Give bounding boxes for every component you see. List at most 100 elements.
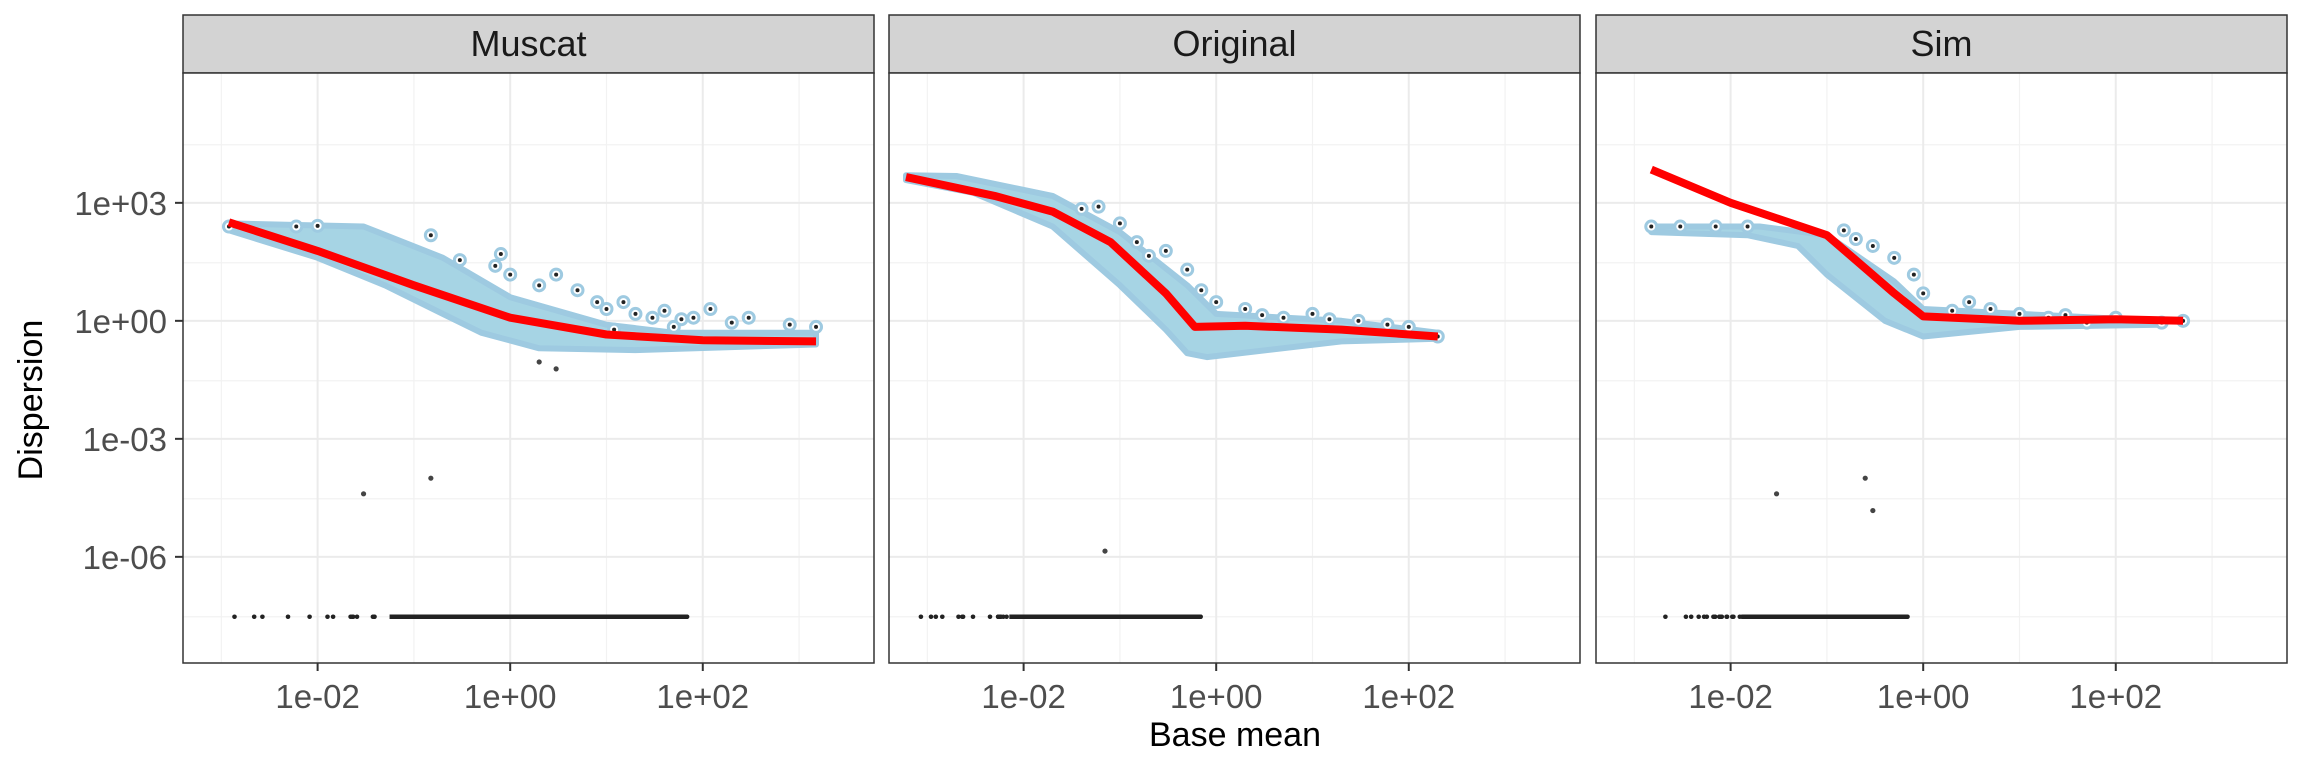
raw-point (1102, 548, 1108, 554)
raw-point (260, 614, 265, 620)
raw-point (1773, 491, 1780, 497)
outlier-point (1644, 219, 1659, 234)
outlier-point (1091, 199, 1106, 214)
raw-point (940, 614, 945, 620)
outlier-point (1238, 302, 1253, 316)
y-tick-label: 1e-06 (83, 539, 167, 576)
fitted-point-cloud (903, 172, 1441, 361)
dispersion-trend-line (1649, 165, 2184, 325)
zero-dispersion-points (1663, 614, 1910, 620)
x-tick-label: 1e+00 (464, 678, 557, 715)
raw-point (1731, 614, 1736, 620)
raw-point (1717, 614, 1722, 620)
facet-strip-label: Muscat (470, 23, 586, 64)
outlier-point (616, 295, 631, 310)
outlier-point (289, 219, 304, 234)
raw-point (1724, 614, 1730, 620)
outlier-point (674, 312, 689, 327)
x-tick-label: 1e+02 (656, 678, 749, 715)
zero-dispersion-points (232, 614, 690, 620)
facet-strip (1595, 14, 2288, 74)
raw-point (1004, 614, 1009, 620)
outlier-point (570, 283, 585, 298)
x-tick-label: 1e-02 (981, 678, 1065, 715)
outlier-point (488, 258, 503, 273)
raw-point (360, 491, 367, 497)
raw-point (1696, 614, 1701, 620)
outlier-point (1380, 317, 1395, 332)
raw-point (1737, 614, 1743, 620)
raw-point (1663, 614, 1668, 620)
outlier-point (1209, 295, 1224, 310)
x-tick-label: 1e-02 (275, 678, 359, 715)
raw-point (918, 614, 924, 620)
outlier-point (1916, 286, 1931, 301)
outlier-point (310, 218, 325, 233)
outlier-point (1112, 216, 1127, 231)
outlier-point (1740, 219, 1755, 234)
facet-panel-original: Original 1e-02 1e+00 1e+02 (888, 14, 1581, 715)
zero-dispersion-points (918, 614, 1203, 620)
x-tick-label: 1e-02 (1688, 678, 1772, 715)
panel-border (888, 72, 1581, 664)
facet-panels: Muscat 1e-02 1e+00 1e+02 Original 1e-02 1e+00 1… (182, 14, 2288, 715)
facet-panel-sim: Sim 1e-02 1e+00 1e+02 (1595, 14, 2288, 715)
raw-point (1870, 507, 1876, 514)
outlier-point (1887, 250, 1902, 265)
raw-point (553, 366, 559, 372)
outlier-point (724, 315, 739, 330)
raw-point (232, 614, 237, 620)
outlier-point (645, 310, 660, 325)
y-tick-label: 1e+00 (74, 303, 167, 340)
dispersion-trend-line (227, 218, 817, 346)
outlier-point (628, 306, 643, 321)
outlier-point (1673, 219, 1688, 234)
plot-background (1596, 73, 2287, 663)
outlier-point (1194, 283, 1209, 298)
y-tick-label: 1e-03 (83, 421, 167, 458)
raw-point (307, 614, 312, 620)
plot-background (183, 73, 874, 663)
facet-strip-label: Sim (1911, 23, 1973, 64)
outlier-point (452, 253, 467, 268)
outlier-point (1848, 232, 1863, 247)
raw-point (536, 359, 542, 365)
outlier-point (686, 310, 701, 325)
outlier-point (532, 278, 547, 293)
outlier-point (1255, 308, 1270, 323)
raw-point (960, 614, 965, 620)
outlier-point (1401, 319, 1416, 334)
outlier-point (657, 303, 672, 318)
y-tick-label: 1e+03 (74, 185, 167, 222)
plot-background (889, 73, 1580, 663)
facet-panel-muscat: Muscat 1e-02 1e+00 1e+02 (182, 14, 875, 715)
raw-point (1683, 614, 1689, 620)
outlier-point (1708, 219, 1723, 234)
outlier-point (493, 247, 508, 262)
raw-point (251, 614, 257, 620)
raw-point (348, 614, 353, 620)
raw-point (354, 614, 360, 620)
facet-strip-label: Original (1172, 23, 1296, 64)
outlier-point (1129, 235, 1144, 250)
raw-point (933, 614, 939, 620)
outlier-point (549, 267, 564, 282)
outlier-point (590, 295, 605, 310)
raw-point (285, 614, 291, 620)
outlier-point (423, 228, 438, 243)
raw-point (998, 614, 1003, 620)
x-tick-label: 1e+02 (1362, 678, 1455, 715)
raw-point (1688, 614, 1694, 620)
raw-point (370, 614, 376, 620)
outlier-point (666, 319, 681, 334)
raw-point (1711, 614, 1716, 620)
fitted-point-cloud (225, 220, 819, 354)
outlier-point (1906, 267, 1921, 282)
raw-point (987, 614, 993, 620)
outlier-point (503, 267, 518, 282)
raw-point (970, 614, 976, 620)
outlier-point (1865, 238, 1880, 253)
panel-border (182, 72, 875, 664)
outlier-point (1322, 312, 1337, 327)
